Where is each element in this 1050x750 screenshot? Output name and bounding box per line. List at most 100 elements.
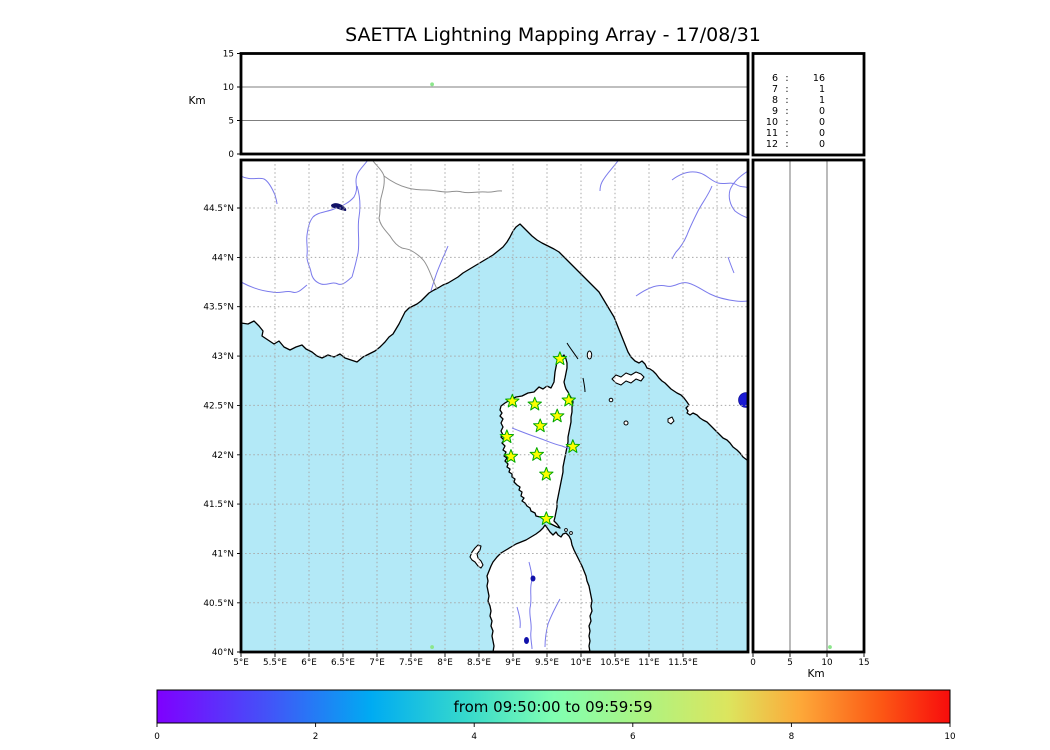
altitude-source-dots: [430, 82, 434, 87]
km-tick-label: 5: [787, 658, 793, 668]
map-yticks: [237, 207, 241, 653]
legend-level: 7: [772, 84, 778, 95]
colorbar: from 09:50:00 to 09:59:59 0 2 4 6 8 10: [154, 689, 956, 742]
lat-tick-label: 44°N: [212, 253, 234, 263]
station-stars: [499, 351, 581, 525]
station-star-marker: [503, 449, 519, 463]
longitude-gridlines: [274, 160, 718, 652]
lon-tick-label: 9.5°E: [535, 658, 559, 668]
km-tick-label: 15: [858, 658, 869, 668]
lightning-source-dot: [430, 82, 434, 87]
lat-tick-label: 42.5°N: [203, 401, 234, 411]
station-star-marker: [552, 351, 568, 366]
lake-sardinia: [524, 637, 529, 644]
altitude-gridlines: [241, 86, 748, 121]
legend-level: 6: [772, 73, 778, 84]
lon-tick-label: 6°E: [301, 658, 317, 668]
legend-separator: :: [785, 117, 788, 128]
legend-level: 10: [766, 117, 778, 128]
station-star-marker: [565, 439, 581, 453]
altitude-panel-bg: [241, 53, 748, 154]
lon-tick-label: 5.5°E: [263, 658, 287, 668]
lon-tick-label: 10°E: [570, 658, 591, 668]
cbar-tick-label: 8: [789, 732, 795, 742]
station-star-marker: [499, 429, 515, 444]
legend-level: 12: [766, 139, 778, 150]
station-star-marker: [561, 392, 576, 407]
legend-frame: [751, 52, 866, 157]
legend-count: 1: [819, 84, 825, 95]
legend-panel: 6 : 16 7 : 1 8 : 1 9 : 0 10 : 0 11 : 0 1…: [751, 52, 866, 157]
figure-title: SAETTA Lightning Mapping Array - 17/08/3…: [345, 24, 761, 46]
lat-tick-labels: 44.5°N 44°N 43.5°N 43°N 42.5°N 42°N 41.5…: [203, 204, 234, 658]
lat-tick-label: 43°N: [212, 352, 234, 362]
alt-tick-label: 15: [223, 50, 234, 60]
right-panel-frame: [751, 158, 866, 654]
station-star-marker: [539, 466, 554, 481]
coastal-detail-mark: [582, 377, 586, 393]
alt-tick-label: 5: [228, 117, 234, 127]
map-frame: [239, 158, 750, 654]
station-star-marker: [550, 408, 565, 423]
lat-tick-label: 42°N: [212, 451, 234, 461]
lon-tick-label: 7°E: [369, 658, 385, 668]
lon-tick-label: 7.5°E: [399, 658, 423, 668]
island-asinara: [469, 544, 484, 569]
legend-count: 16: [813, 73, 825, 84]
cbar-tick-label: 0: [154, 732, 160, 742]
lat-tick-label: 44.5°N: [203, 204, 234, 214]
lat-tick-label: 40.5°N: [203, 599, 234, 609]
altitude-yticks: [237, 53, 241, 155]
altitude-longitude-panel: 15 10 5 0 Km: [188, 50, 750, 160]
right-xticks: [752, 653, 865, 657]
alt-tick-label: 0: [228, 150, 234, 160]
station-star-marker: [533, 418, 548, 433]
legend-separator: :: [785, 84, 788, 95]
station-star-marker: [539, 511, 554, 525]
lat-tick-label: 40°N: [212, 648, 234, 658]
legend-level: 9: [772, 106, 778, 117]
map-source-dots: [430, 645, 434, 649]
lon-tick-label: 10.5°E: [600, 658, 630, 668]
legend-count: 0: [819, 139, 825, 150]
right-gridlines: [789, 160, 828, 652]
lon-tick-label: 8.5°E: [467, 658, 491, 668]
lake-italy-dot: [738, 392, 748, 408]
legend-separator: :: [785, 95, 788, 106]
cbar-tick-label: 2: [313, 732, 319, 742]
coastline-corsica: [499, 354, 574, 529]
legend-separator: :: [785, 106, 788, 117]
right-panel-bg: [753, 160, 864, 652]
legend-count: 0: [819, 128, 825, 139]
coastline-continent: [241, 160, 748, 462]
island-elba: [611, 371, 645, 386]
island-capraia: [586, 350, 593, 360]
island-montecristo: [623, 420, 629, 426]
map-xticks: [240, 653, 684, 657]
island-pianosa: [608, 397, 614, 403]
right-axis-label: Km: [807, 668, 824, 680]
map-panel: 5°E 5.5°E 6°E 6.5°E 7°E 7.5°E 8°E 8.5°E …: [203, 158, 750, 668]
cbar-tick-label: 4: [471, 732, 477, 742]
station-star-marker: [527, 396, 542, 411]
lightning-source-dot: [430, 645, 434, 649]
altitude-axis-label: Km: [188, 95, 205, 107]
lat-tick-label: 43.5°N: [203, 303, 234, 313]
lon-tick-label: 8°E: [437, 658, 453, 668]
cbar-tick-label: 10: [944, 732, 956, 742]
altitude-panel-frame: [239, 52, 750, 156]
legend-rows: 6 : 16 7 : 1 8 : 1 9 : 0 10 : 0 11 : 0 1…: [766, 73, 825, 150]
legend-level: 11: [766, 128, 778, 139]
right-source-dots: [828, 645, 832, 649]
cbar-tick-label: 6: [630, 732, 636, 742]
island-maddalena: [569, 531, 573, 535]
lightning-source-dot: [828, 645, 832, 649]
colorbar-label: from 09:50:00 to 09:59:59: [453, 698, 652, 716]
legend-count: 1: [819, 95, 825, 106]
lake-serre-poncon: [331, 203, 347, 211]
lon-tick-label: 9°E: [505, 658, 521, 668]
station-star-marker: [529, 447, 544, 461]
colorbar-ticks: [156, 723, 951, 727]
colorbar-bar: [156, 689, 951, 724]
colorbar-tick-labels: 0 2 4 6 8 10: [154, 732, 956, 742]
